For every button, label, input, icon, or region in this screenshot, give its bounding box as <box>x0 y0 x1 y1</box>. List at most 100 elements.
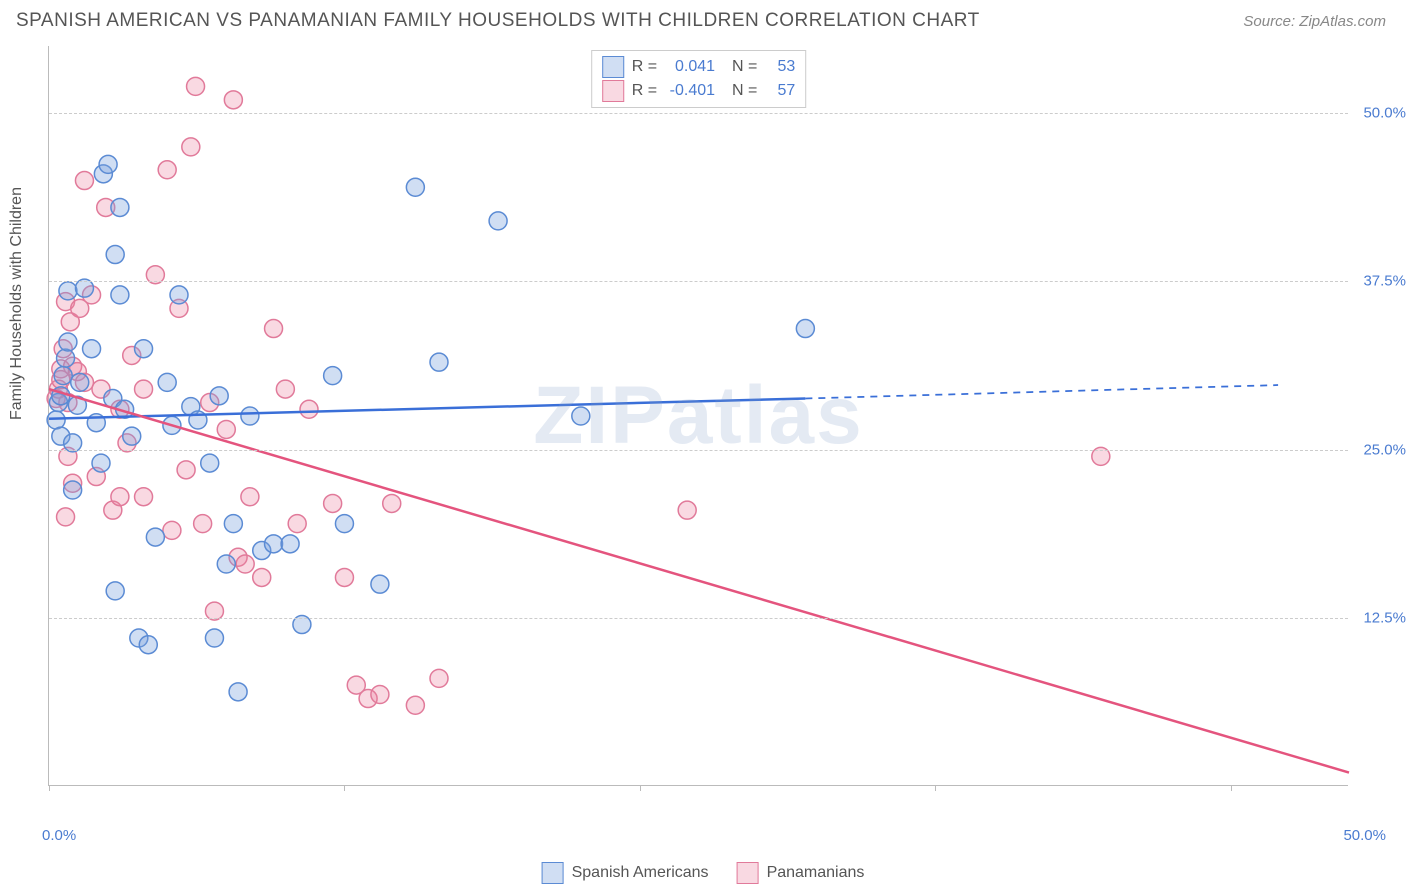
scatter-point <box>406 696 424 714</box>
scatter-point <box>59 333 77 351</box>
gridline-horizontal <box>49 618 1348 619</box>
x-tick <box>344 785 345 791</box>
regression-line-extrapolated <box>805 385 1278 398</box>
scatter-point <box>111 286 129 304</box>
legend-series-label: Spanish Americans <box>572 864 709 882</box>
scatter-point <box>177 461 195 479</box>
legend-r-value: 0.041 <box>665 55 715 79</box>
scatter-point <box>106 246 124 264</box>
scatter-point <box>57 349 75 367</box>
legend-r-value: -0.401 <box>665 79 715 103</box>
scatter-point <box>276 380 294 398</box>
legend-swatch-icon <box>602 80 624 102</box>
scatter-point <box>135 380 153 398</box>
y-tick-label: 12.5% <box>1363 609 1406 626</box>
x-tick <box>935 785 936 791</box>
y-tick-label: 50.0% <box>1363 105 1406 122</box>
scatter-point <box>182 138 200 156</box>
x-tick <box>640 785 641 791</box>
scatter-point <box>324 494 342 512</box>
scatter-point <box>210 387 228 405</box>
scatter-point <box>170 286 188 304</box>
scatter-point <box>265 320 283 338</box>
scatter-point <box>217 555 235 573</box>
y-tick-label: 25.0% <box>1363 441 1406 458</box>
x-axis-end-label: 50.0% <box>1343 827 1386 844</box>
legend-n-label: N = <box>723 55 757 79</box>
scatter-point <box>383 494 401 512</box>
y-tick-label: 37.5% <box>1363 273 1406 290</box>
legend-series-item: Panamanians <box>737 862 865 884</box>
legend-series: Spanish Americans Panamanians <box>542 862 865 884</box>
scatter-point <box>54 367 72 385</box>
x-axis-start-label: 0.0% <box>42 827 76 844</box>
scatter-point <box>92 454 110 472</box>
scatter-point <box>281 535 299 553</box>
scatter-point <box>371 575 389 593</box>
scatter-point <box>187 77 205 95</box>
scatter-point <box>139 636 157 654</box>
scatter-point <box>236 555 254 573</box>
scatter-point <box>678 501 696 519</box>
scatter-point <box>57 508 75 526</box>
scatter-point <box>224 515 242 533</box>
legend-series-item: Spanish Americans <box>542 862 709 884</box>
legend-n-value: 57 <box>765 79 795 103</box>
scatter-point <box>241 407 259 425</box>
legend-r-label: R = <box>632 55 657 79</box>
x-tick <box>1231 785 1232 791</box>
y-axis-label: Family Households with Children <box>8 187 26 420</box>
scatter-point <box>241 488 259 506</box>
scatter-point <box>64 481 82 499</box>
legend-series-label: Panamanians <box>767 864 865 882</box>
scatter-point <box>146 528 164 546</box>
scatter-point <box>217 420 235 438</box>
gridline-horizontal <box>49 113 1348 114</box>
gridline-horizontal <box>49 281 1348 282</box>
regression-line <box>49 389 1349 772</box>
scatter-point <box>83 340 101 358</box>
scatter-point <box>99 155 117 173</box>
scatter-point <box>135 488 153 506</box>
scatter-point <box>194 515 212 533</box>
chart-title: SPANISH AMERICAN VS PANAMANIAN FAMILY HO… <box>16 10 980 32</box>
legend-correlation-box: R = 0.041 N = 53R = -0.401 N = 57 <box>591 50 807 108</box>
scatter-point <box>224 91 242 109</box>
scatter-point <box>163 521 181 539</box>
scatter-point <box>158 161 176 179</box>
legend-swatch-icon <box>542 862 564 884</box>
scatter-point <box>572 407 590 425</box>
scatter-point <box>111 198 129 216</box>
scatter-point <box>265 535 283 553</box>
scatter-point <box>489 212 507 230</box>
scatter-point <box>205 629 223 647</box>
scatter-point <box>47 411 65 429</box>
scatter-point <box>430 353 448 371</box>
chart-svg <box>49 46 1348 785</box>
legend-swatch-icon <box>737 862 759 884</box>
scatter-point <box>59 282 77 300</box>
scatter-point <box>335 515 353 533</box>
scatter-point <box>371 686 389 704</box>
scatter-point <box>106 582 124 600</box>
scatter-point <box>158 373 176 391</box>
scatter-point <box>300 400 318 418</box>
x-tick <box>49 785 50 791</box>
scatter-point <box>229 683 247 701</box>
legend-n-value: 53 <box>765 55 795 79</box>
chart-header: SPANISH AMERICAN VS PANAMANIAN FAMILY HO… <box>0 0 1406 38</box>
legend-correlation-row: R = 0.041 N = 53 <box>602 55 796 79</box>
scatter-point <box>111 488 129 506</box>
scatter-point <box>406 178 424 196</box>
legend-swatch-icon <box>602 56 624 78</box>
scatter-point <box>135 340 153 358</box>
legend-correlation-row: R =-0.401 N =57 <box>602 79 796 103</box>
chart-source: Source: ZipAtlas.com <box>1243 13 1386 30</box>
scatter-point <box>201 454 219 472</box>
scatter-point <box>324 367 342 385</box>
regression-line <box>49 399 805 419</box>
scatter-point <box>253 568 271 586</box>
scatter-point <box>71 373 89 391</box>
scatter-point <box>796 320 814 338</box>
legend-r-label: R = <box>632 79 657 103</box>
